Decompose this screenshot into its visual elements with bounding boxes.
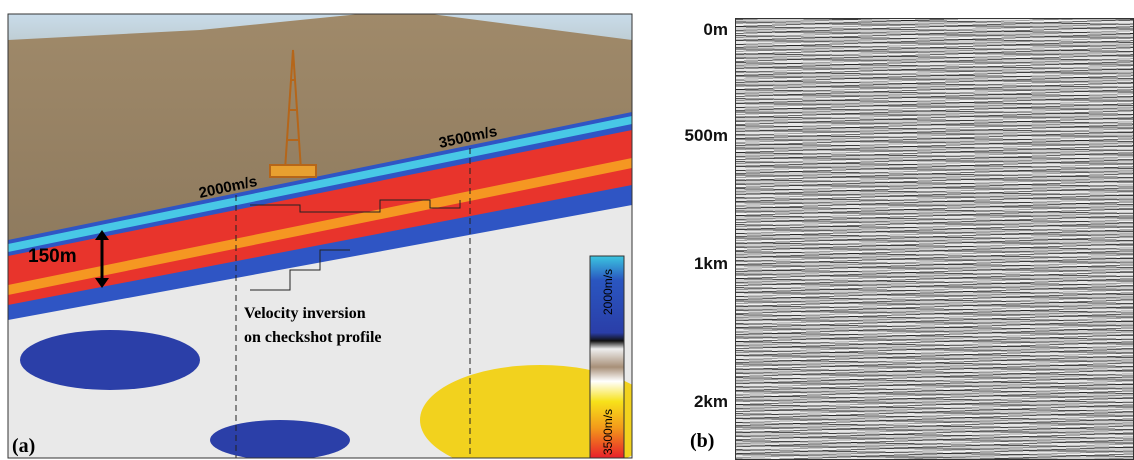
seismic-section bbox=[735, 18, 1134, 460]
figure: 150m 2000m/s 3500m/s Velocity inversion … bbox=[0, 0, 1134, 460]
colorbar-label: 3500m/s bbox=[601, 409, 615, 455]
colorbar-label: 2000m/s bbox=[601, 269, 615, 315]
depth-label: 1km bbox=[694, 254, 728, 274]
thickness-label: 150m bbox=[28, 246, 77, 267]
blob bbox=[210, 420, 350, 460]
blob bbox=[20, 330, 200, 390]
panel-a: 150m 2000m/s 3500m/s Velocity inversion … bbox=[8, 10, 660, 460]
panel-label: (a) bbox=[12, 435, 35, 457]
note: on checkshot profile bbox=[244, 329, 381, 346]
panel-label: (b) bbox=[690, 430, 714, 453]
depth-label: 500m bbox=[685, 126, 728, 146]
depth-label: 2km bbox=[694, 392, 728, 412]
note: Velocity inversion bbox=[244, 305, 366, 322]
depth-label: 0m bbox=[703, 20, 728, 40]
